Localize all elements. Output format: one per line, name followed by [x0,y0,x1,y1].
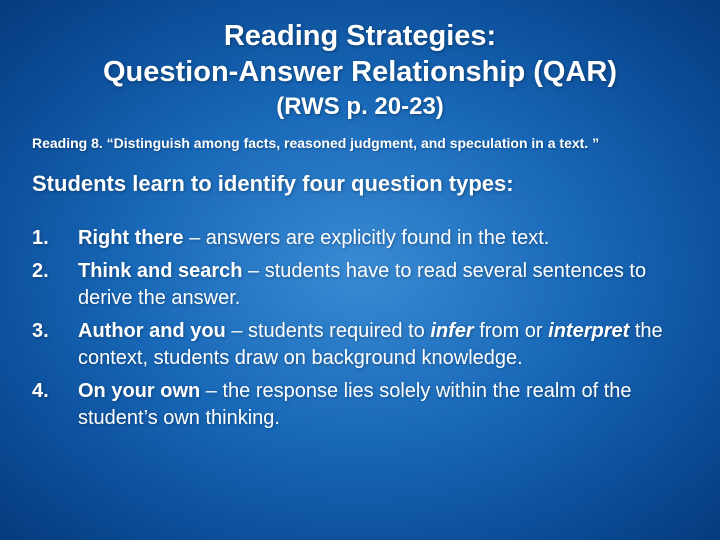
item-label: Think and search [78,260,243,282]
title-line-1: Reading Strategies: [32,18,688,54]
title-subline: (RWS p. 20-23) [32,93,688,121]
item-emphasis: infer [430,320,473,342]
item-label: On your own [78,380,200,402]
intro-heading: Students learn to identify four question… [32,171,688,197]
standard-text: Reading 8. “Distinguish among facts, rea… [32,135,688,151]
list-item: Author and you – students required to in… [32,318,688,372]
question-types-list: Right there – answers are explicitly fou… [32,225,688,432]
item-text: – answers are explicitly found in the te… [184,227,550,249]
item-emphasis: interpret [548,320,629,342]
item-label: Author and you [78,320,226,342]
item-label: Right there [78,227,184,249]
list-item: Think and search – students have to read… [32,258,688,312]
title-line-2: Question-Answer Relationship (QAR) [32,54,688,90]
list-item: On your own – the response lies solely w… [32,378,688,432]
item-text: from or [474,320,548,342]
title-block: Reading Strategies: Question-Answer Rela… [32,18,688,121]
list-item: Right there – answers are explicitly fou… [32,225,688,252]
item-text: – students required to [226,320,431,342]
